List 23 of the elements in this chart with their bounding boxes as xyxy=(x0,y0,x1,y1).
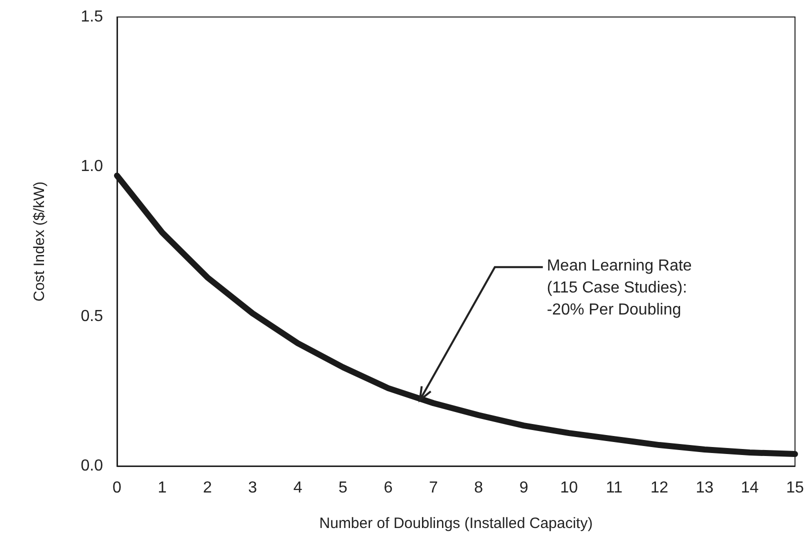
y-tick-label: 1.5 xyxy=(80,8,104,26)
x-tick-label: 11 xyxy=(606,480,623,496)
annotation: Mean Learning Rate (115 Case Studies): -20% Per Doubling xyxy=(546,258,692,319)
y-tick-label: 0.5 xyxy=(80,308,104,325)
x-tick-label: 14 xyxy=(740,480,759,496)
x-axis-title: Number of Doublings (Installed Capacity) xyxy=(319,515,593,532)
y-tick-label: 0.0 xyxy=(80,458,104,474)
x-tick-label: 13 xyxy=(696,480,714,496)
x-tick-label: 1 xyxy=(158,480,167,496)
x-tick-label: 3 xyxy=(248,480,258,496)
x-tick-label: 2 xyxy=(202,480,212,496)
y-axis-title: Cost Index ($/kW) xyxy=(31,181,48,302)
x-tick-label: 7 xyxy=(428,480,438,496)
x-tick-label: 12 xyxy=(650,480,668,496)
x-tick-label: 5 xyxy=(338,480,348,496)
x-tick-label: 6 xyxy=(384,480,393,496)
y-tick-label: 1.0 xyxy=(80,158,104,176)
x-tick-label: 4 xyxy=(293,480,302,496)
x-tick-label: 15 xyxy=(786,480,804,496)
x-tick-label: 9 xyxy=(519,480,528,496)
x-tick-label: 0 xyxy=(112,480,122,496)
x-tick-label: 8 xyxy=(474,480,484,496)
x-tick-label: 10 xyxy=(560,480,578,496)
